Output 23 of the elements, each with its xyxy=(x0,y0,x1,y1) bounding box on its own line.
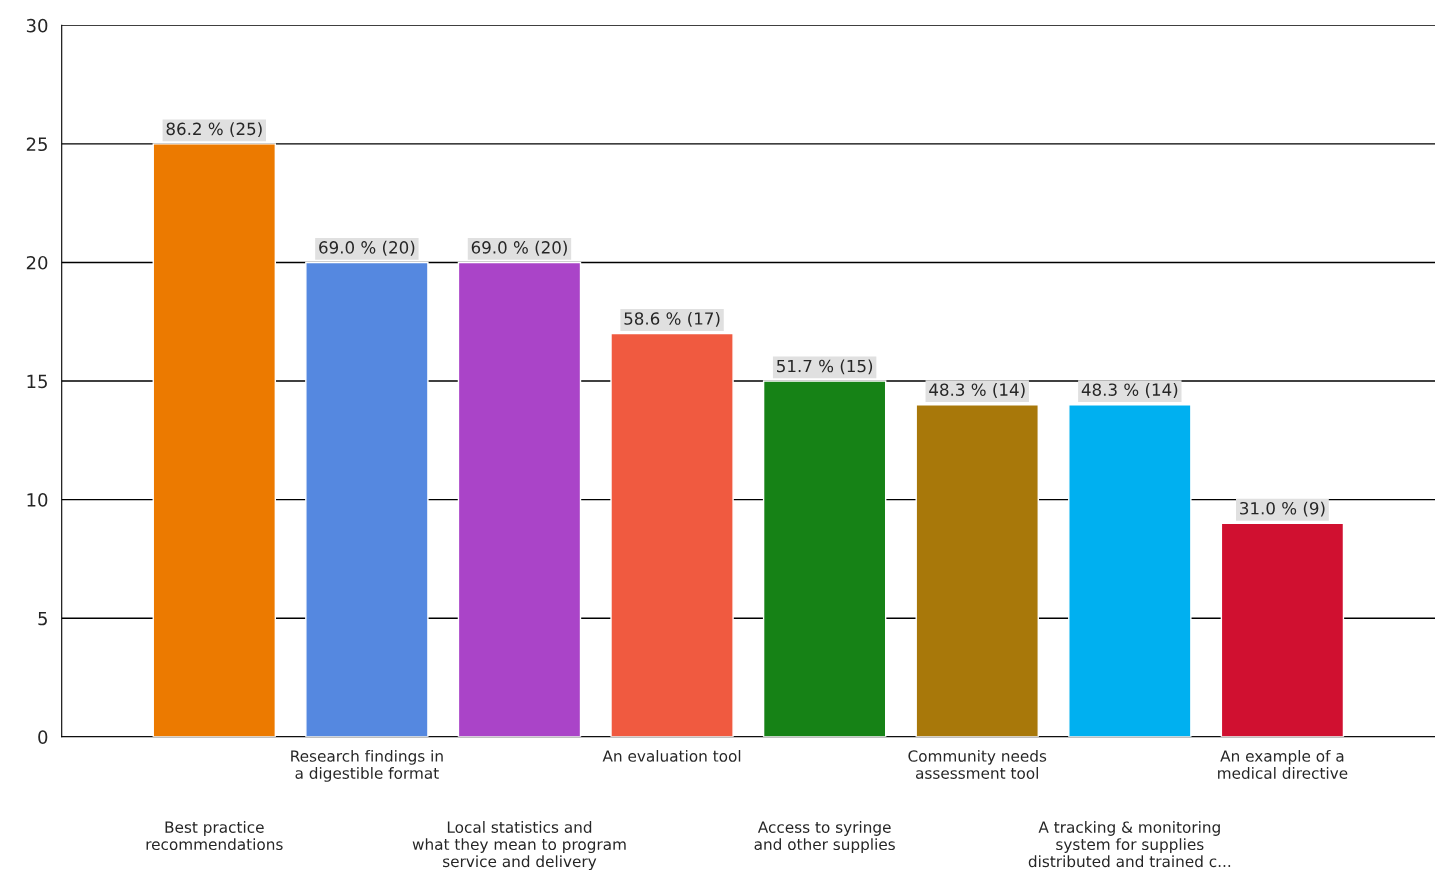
x-tick-label: Community needs assessment tool xyxy=(908,749,1047,779)
x-tick-label: An evaluation tool xyxy=(602,749,741,762)
x-tick-label: A tracking & monitoring system for supplies distributed and trained c... xyxy=(1028,821,1231,868)
x-tick-label: Local statistics and what they mean to program service and delivery xyxy=(412,821,626,871)
data-label: 48.3 % (14) xyxy=(1081,383,1178,398)
data-label: 51.7 % (15) xyxy=(777,359,873,375)
data-label: 48.3 % (14) xyxy=(929,383,1025,398)
data-label: 69.0 % (20) xyxy=(319,240,415,256)
y-tick-label: 20 xyxy=(26,255,48,270)
y-tick-label: 10 xyxy=(27,493,48,507)
y-tick-label: 0 xyxy=(38,730,48,744)
x-tick-label: An example of a medical directive xyxy=(1218,749,1348,779)
x-tick-label: Access to syringe and other supplies xyxy=(754,821,895,854)
x-tick-label: Best practice recommendations xyxy=(146,821,283,851)
y-tick-label: 30 xyxy=(26,18,48,33)
data-label: 58.6 % (17) xyxy=(624,311,720,327)
data-label: 31.0 % (9) xyxy=(1240,501,1325,517)
y-tick-label: 25 xyxy=(26,137,47,152)
x-tick-label: Research findings in a digestible format xyxy=(291,749,443,782)
y-tick-label: 15 xyxy=(27,374,47,389)
data-label: 86.2 % (25) xyxy=(166,122,262,138)
y-tick-label: 5 xyxy=(38,611,47,626)
data-label: 69.0 % (20) xyxy=(471,240,567,256)
